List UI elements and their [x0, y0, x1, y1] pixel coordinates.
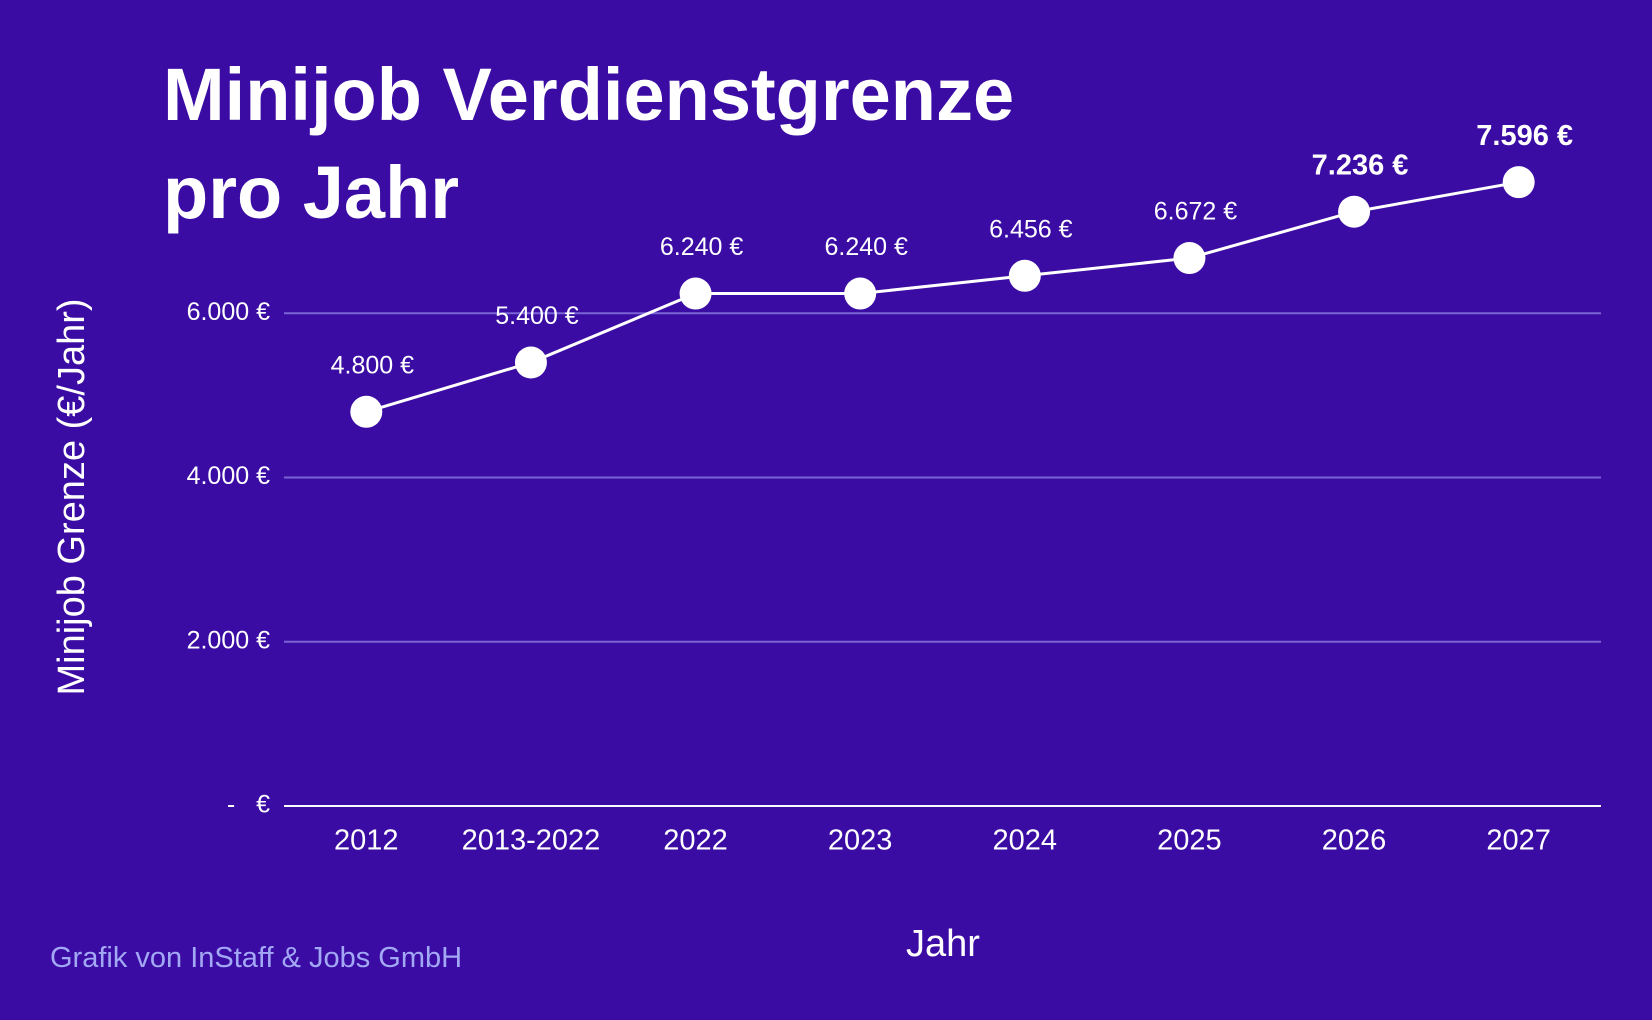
marker	[1173, 242, 1206, 275]
data-label: 6.672 €	[1154, 198, 1238, 226]
data-label: 5.400 €	[495, 302, 579, 330]
marker	[1338, 195, 1371, 228]
marker	[1008, 259, 1041, 292]
marker	[844, 277, 877, 310]
marker	[350, 395, 383, 428]
y-tick-label: 6.000 €	[187, 298, 271, 326]
line	[365, 180, 1519, 414]
x-tick-label: 2024	[993, 825, 1058, 857]
data-label: 6.240 €	[824, 233, 908, 261]
x-tick-label: 2023	[828, 825, 893, 857]
data-label: 6.456 €	[989, 215, 1073, 243]
marker	[679, 277, 712, 310]
x-tick-label: 2027	[1486, 825, 1551, 857]
footer: Grafik von InStaff & Jobs GmbH	[50, 942, 463, 974]
x-tick-label: 2012	[334, 825, 399, 857]
marker	[514, 346, 547, 379]
x-axis-label: Jahr	[906, 923, 980, 965]
marker	[1502, 166, 1535, 199]
data-label: 4.800 €	[331, 351, 415, 379]
x-tick-label: 2026	[1322, 825, 1387, 857]
chart-title: Minijob Verdienstgrenze pro Jahr	[163, 53, 1015, 234]
y-tick-label: - €	[227, 791, 270, 819]
x-tick-label: 2025	[1157, 825, 1222, 857]
data-label: 7.236 €	[1312, 149, 1409, 181]
y-axis-label: Minijob Grenze (€/Jahr)	[51, 298, 93, 695]
x-tick-label: 2022	[663, 825, 728, 857]
y-tick-label: 2.000 €	[187, 626, 271, 654]
x-tick-label: 2013-2022	[462, 825, 601, 857]
data-label: 6.240 €	[660, 233, 744, 261]
y-tick-label: 4.000 €	[187, 462, 271, 490]
data-label: 7.596 €	[1476, 120, 1573, 152]
